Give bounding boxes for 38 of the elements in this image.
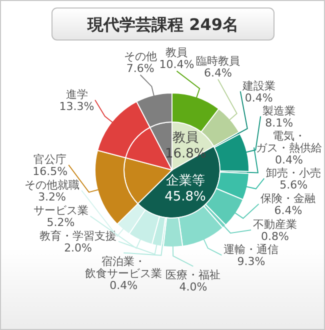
slice-label: 建設業: [241, 79, 276, 92]
slice-label: 卸売・小売: [266, 166, 322, 180]
slice-label: 進学: [66, 88, 88, 101]
data-label: 5.2%: [46, 216, 75, 230]
data-label: 7.6%: [126, 62, 154, 75]
slice-label: 教員: [166, 46, 188, 60]
slice-label: 宿泊業・飲食サービス業: [85, 254, 162, 280]
slice-label: 官公庁: [34, 152, 67, 166]
slice-label: 保険・金融: [260, 192, 316, 206]
slice-label: サービス業: [33, 204, 88, 218]
data-label: 0.4%: [244, 91, 273, 104]
data-label: 6.4%: [274, 204, 302, 218]
data-label: 4.0%: [179, 280, 208, 294]
slice-label: 電気・ガス・熱供給: [256, 129, 322, 154]
slice-label: 医療・福祉: [166, 268, 221, 282]
slice-label: 不動産業: [253, 218, 298, 231]
data-label: 45.8%: [164, 190, 206, 205]
data-label: 13.3%: [59, 100, 94, 113]
slice-label: 運輸・通信: [224, 243, 279, 256]
data-label: 0.4%: [110, 278, 138, 292]
data-label: 9.3%: [237, 255, 266, 268]
data-label: 16.5%: [32, 164, 68, 178]
slice-label: 教員: [172, 130, 199, 146]
slice-label: 教育・学習支援: [40, 229, 117, 242]
data-label: 2.0%: [64, 241, 92, 254]
data-label: 10.4%: [159, 58, 194, 72]
slice-label: その他就職: [24, 178, 80, 192]
slice-label: 臨時教員: [196, 54, 240, 68]
data-label: 0.8%: [261, 230, 290, 243]
data-label: 8.1%: [265, 116, 294, 130]
data-label: 3.2%: [38, 190, 66, 204]
data-label: 5.6%: [280, 178, 308, 192]
slice-label: 製造業: [262, 104, 296, 118]
slice-label: その他: [124, 50, 157, 63]
data-label: 6.4%: [204, 66, 232, 80]
chart-title: 現代学芸課程 249名: [86, 15, 238, 34]
data-label: 0.4%: [275, 153, 303, 166]
slice-label: 企業等: [166, 174, 205, 189]
